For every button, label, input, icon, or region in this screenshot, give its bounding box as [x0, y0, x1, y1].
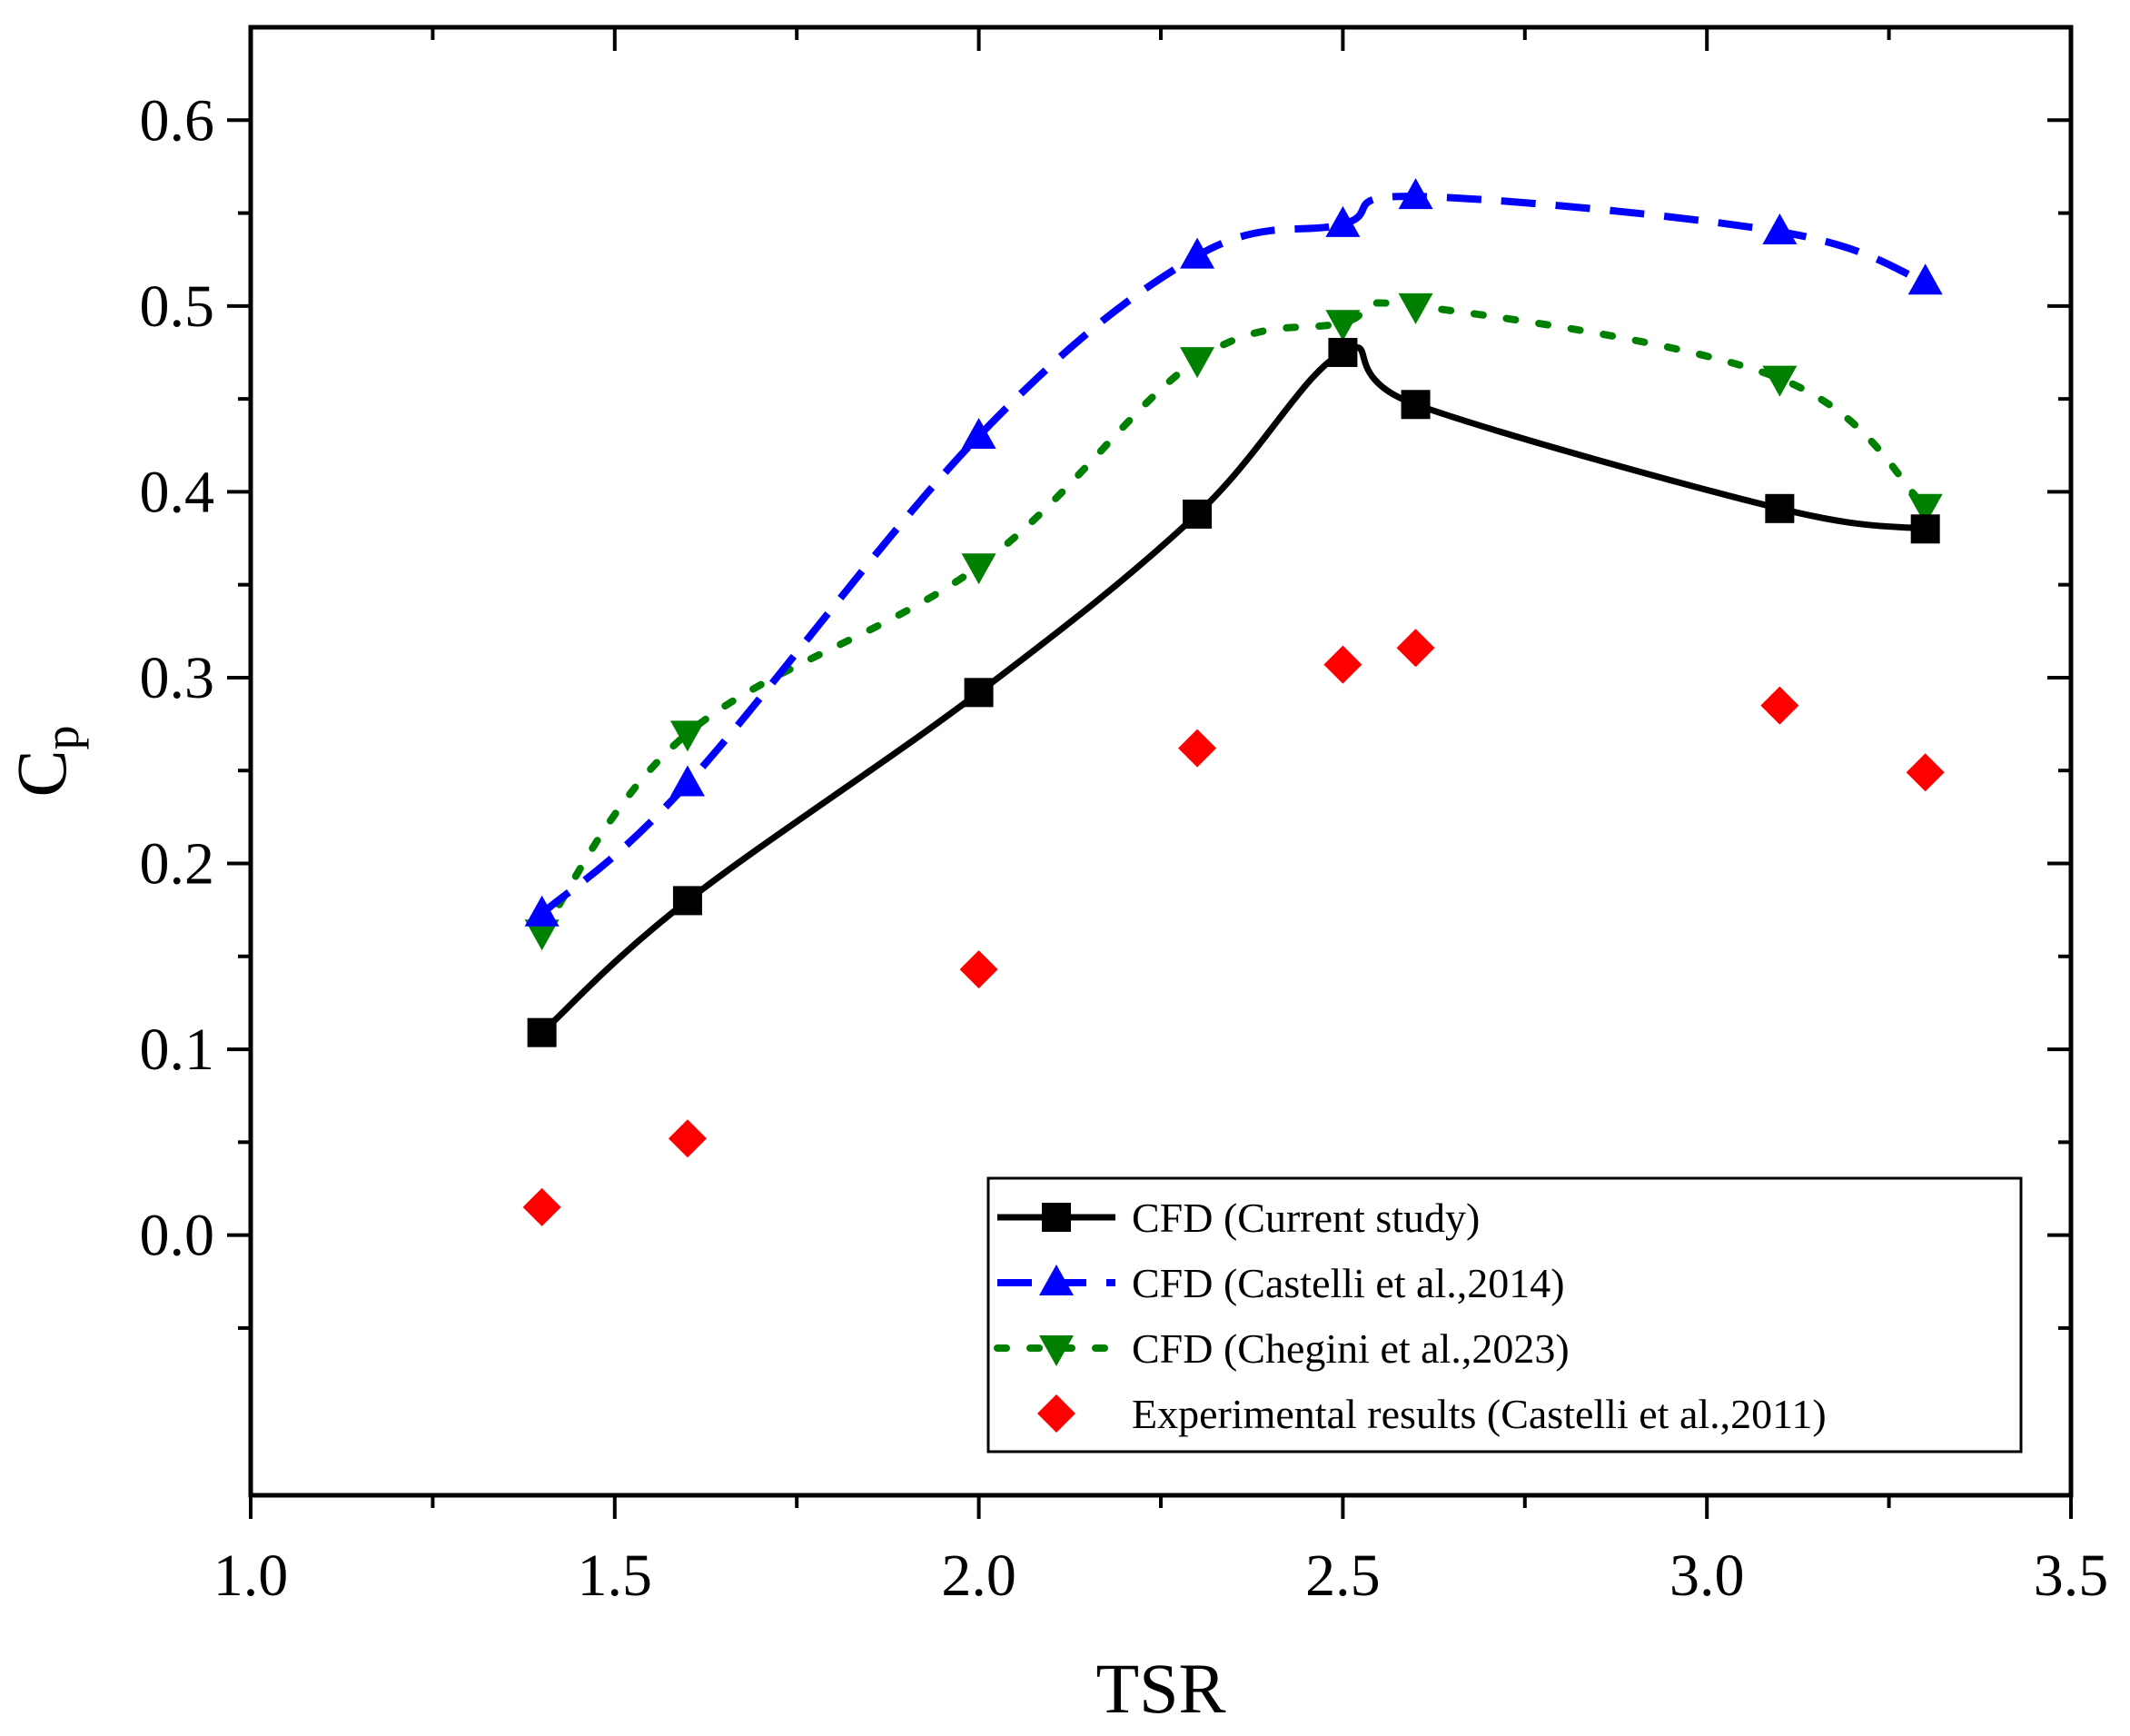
data-point — [1178, 729, 1217, 768]
data-point — [522, 1187, 561, 1226]
data-point — [669, 720, 705, 752]
data-point — [961, 553, 996, 585]
data-point — [1760, 686, 1799, 725]
legend-label: CFD (Chegini et al.,2023) — [1132, 1325, 1570, 1372]
y-tick-label: 0.4 — [140, 459, 215, 525]
y-axis-title-main: C — [2, 749, 81, 797]
data-point — [1183, 499, 1213, 529]
y-axis-title: Cp — [2, 725, 89, 797]
data-point — [524, 895, 560, 927]
series-triangle-down — [524, 293, 1943, 951]
y-tick-label: 0.6 — [140, 87, 215, 154]
series-layer — [522, 178, 1945, 1226]
legend-entries: CFD (Current study) CFD (Castelli et al.,… — [994, 1195, 1827, 1437]
data-point — [1398, 178, 1433, 210]
data-point — [672, 886, 702, 916]
x-tick-label: 2.0 — [941, 1543, 1016, 1609]
y-axis-title-sub: p — [35, 725, 89, 749]
series-line — [540, 344, 1927, 1036]
data-point — [668, 1119, 707, 1158]
y-tick-label: 0.5 — [140, 273, 215, 340]
x-tick-label: 3.5 — [2034, 1543, 2109, 1609]
x-tick-label: 3.0 — [1669, 1543, 1745, 1609]
data-point — [669, 765, 705, 797]
x-axis-title: TSR — [1095, 1649, 1225, 1728]
series-triangle-up — [524, 178, 1943, 927]
y-tick-label: 0.1 — [140, 1017, 215, 1083]
legend-marker — [1039, 1335, 1074, 1366]
y-tick-label: 0.2 — [140, 831, 215, 898]
series-line — [539, 193, 1927, 917]
y-tick-label: 0.3 — [140, 645, 215, 711]
data-point — [1762, 213, 1798, 245]
data-point — [1401, 390, 1431, 420]
data-point — [1396, 629, 1435, 668]
legend-box — [986, 1176, 2023, 1453]
data-point — [1323, 645, 1362, 684]
ticks-layer: 1.0 1.5 2.0 2.5 3.0 3.5 0.0 0.1 0.2 0.3 0.4 0.5 0.6 — [140, 27, 2109, 1609]
data-point — [959, 950, 998, 989]
x-tick-label: 1.0 — [213, 1543, 289, 1609]
data-point — [961, 418, 996, 450]
legend: CFD (Current study) CFD (Castelli et al.,… — [986, 1176, 2023, 1453]
legend-entry: CFD (Current study) — [997, 1195, 1480, 1241]
data-point — [1907, 493, 1943, 525]
data-point — [1325, 310, 1361, 342]
legend-marker — [1039, 1265, 1074, 1295]
legend-label: CFD (Current study) — [1132, 1195, 1480, 1241]
legend-entry: CFD (Chegini et al.,2023) — [994, 1325, 1570, 1372]
data-point — [1328, 337, 1358, 367]
data-point — [527, 1017, 557, 1047]
data-point — [1765, 493, 1795, 523]
legend-marker — [1037, 1394, 1075, 1433]
data-point — [1906, 753, 1945, 792]
data-point — [1180, 347, 1215, 379]
legend-marker — [1042, 1203, 1071, 1232]
series-line — [538, 299, 1929, 937]
series-square — [527, 337, 1940, 1047]
legend-label: CFD (Castelli et al.,2014) — [1132, 1260, 1565, 1306]
x-tick-label: 2.5 — [1305, 1543, 1381, 1609]
data-point — [1180, 237, 1215, 269]
data-point — [1910, 514, 1940, 544]
data-point — [1398, 293, 1433, 324]
series-diamond — [522, 629, 1945, 1226]
legend-entry: CFD (Castelli et al.,2014) — [997, 1260, 1565, 1306]
data-point — [1762, 365, 1798, 397]
y-tick-label: 0.0 — [140, 1203, 215, 1269]
data-point — [1907, 263, 1943, 295]
legend-entry: Experimental results (Castelli et al.,20… — [1037, 1391, 1827, 1437]
data-point — [964, 678, 994, 708]
legend-label: Experimental results (Castelli et al.,20… — [1132, 1391, 1827, 1437]
data-point — [524, 919, 560, 951]
x-tick-label: 1.5 — [578, 1543, 653, 1609]
data-point — [1325, 205, 1361, 237]
